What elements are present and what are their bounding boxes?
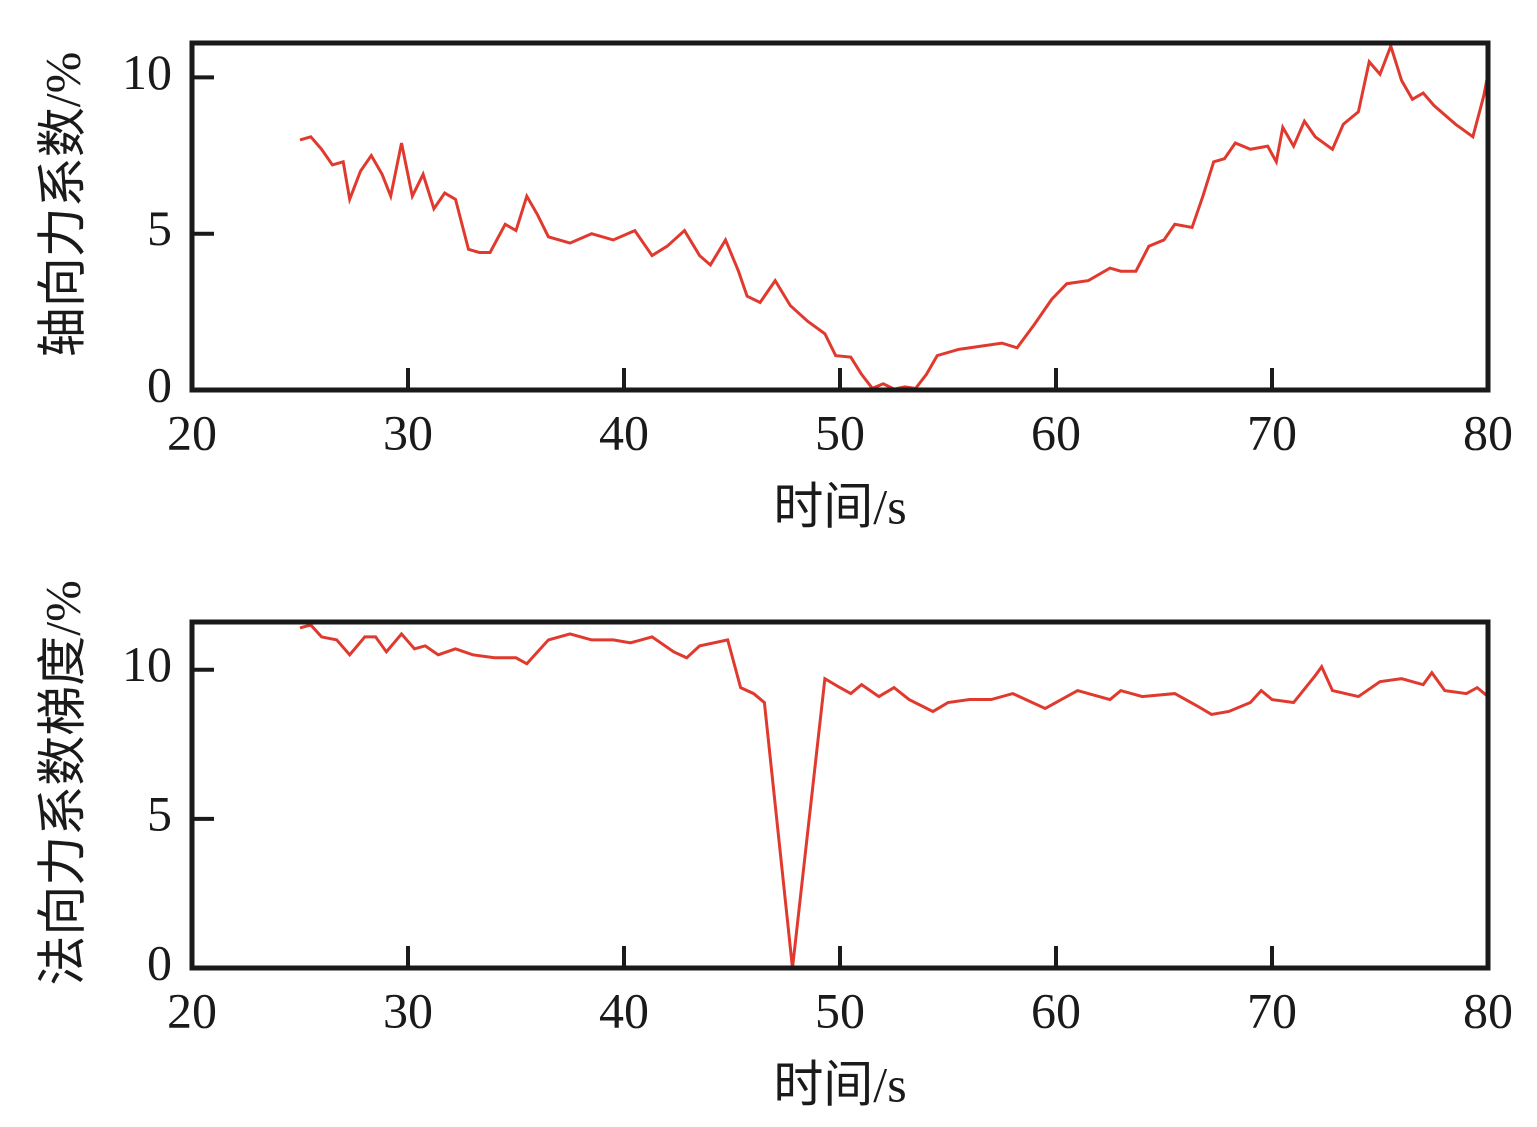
y-tick-label: 5 [147,200,172,256]
y-axis-label: 轴向力系数/% [34,52,90,358]
x-tick-label: 20 [167,404,217,460]
x-axis-label: 时间/s [773,1056,906,1112]
x-axis-label: 时间/s [773,478,906,534]
x-tick-label: 50 [815,404,865,460]
x-tick-label: 40 [599,982,649,1038]
x-tick-label: 70 [1247,404,1297,460]
x-tick-label: 50 [815,982,865,1038]
data-line [299,43,1488,390]
x-tick-label: 80 [1463,404,1513,460]
x-tick-label: 40 [599,404,649,460]
y-tick-label: 10 [122,636,172,692]
y-tick-label: 10 [122,44,172,100]
data-line [299,623,1488,968]
y-axis-label: 法向力系数梯度/% [34,580,90,986]
x-tick-label: 60 [1031,404,1081,460]
y-tick-label: 0 [147,356,172,412]
x-tick-label: 80 [1463,982,1513,1038]
x-tick-label: 30 [383,982,433,1038]
x-tick-label: 70 [1247,982,1297,1038]
x-tick-label: 20 [167,982,217,1038]
y-tick-label: 5 [147,785,172,841]
x-tick-label: 60 [1031,982,1081,1038]
plot-frame [189,619,1491,971]
plot-frame [189,40,1491,393]
x-tick-label: 30 [383,404,433,460]
y-tick-label: 0 [147,934,172,990]
